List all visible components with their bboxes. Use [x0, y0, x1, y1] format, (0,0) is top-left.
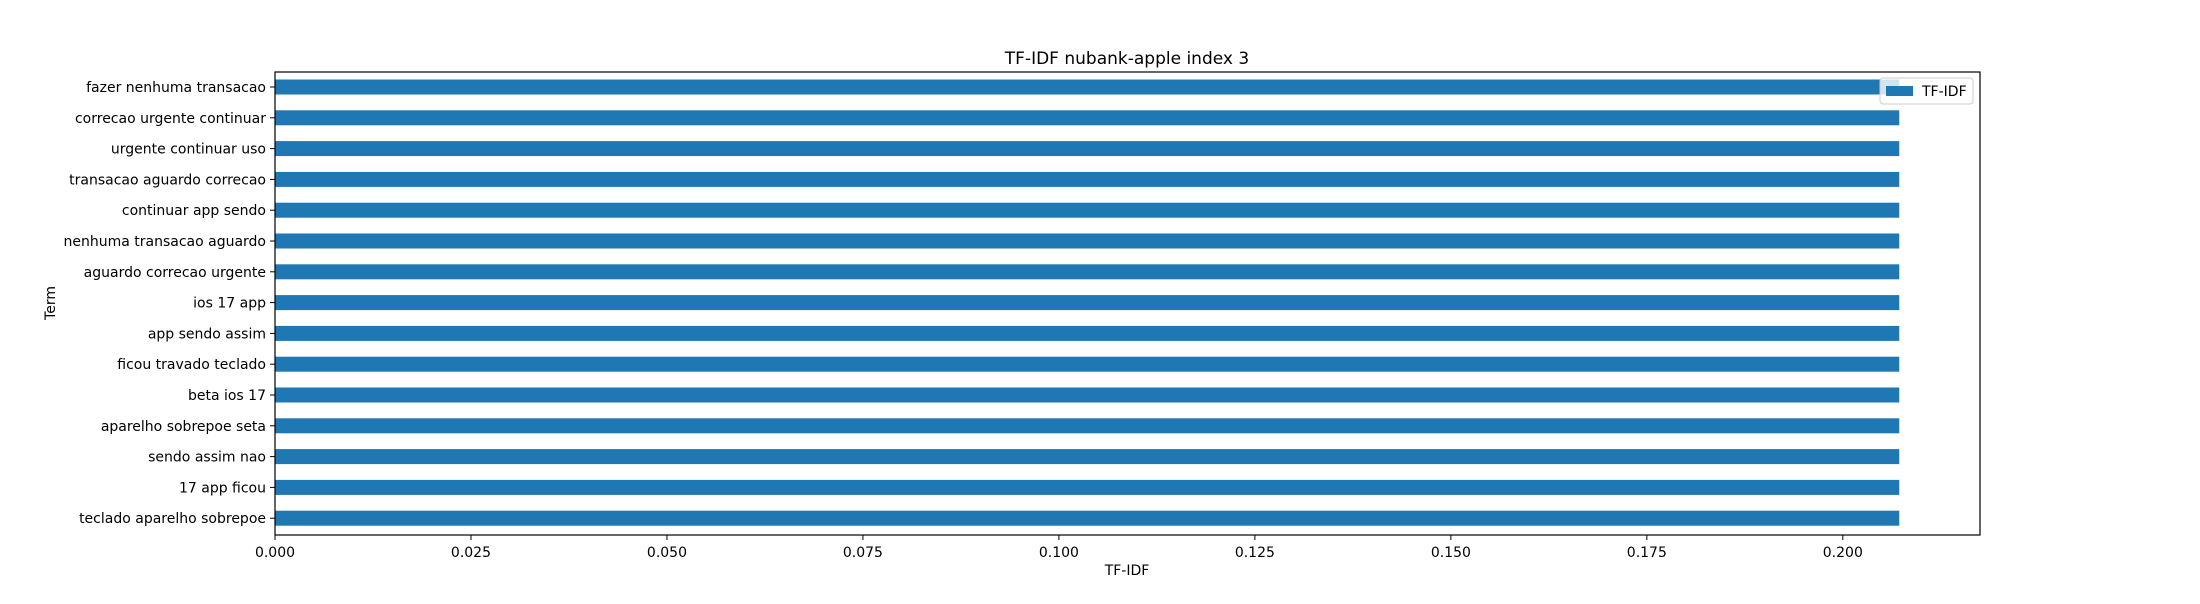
y-tick-label: ios 17 app: [193, 296, 266, 312]
bar: [275, 79, 1900, 95]
x-tick-label: 0.050: [647, 545, 687, 561]
y-tick-label: correcao urgente continuar: [75, 111, 266, 127]
legend-label: TF-IDF: [1921, 84, 1967, 100]
x-tick-label: 0.100: [1039, 545, 1079, 561]
y-tick-label: beta ios 17: [188, 388, 266, 404]
bar: [275, 356, 1900, 372]
x-axis-label: TF-IDF: [1104, 563, 1150, 579]
y-tick-label: aparelho sobrepoe seta: [101, 419, 266, 435]
bar: [275, 418, 1900, 434]
x-tick-label: 0.175: [1627, 545, 1667, 561]
y-tick-label: fazer nenhuma transacao: [86, 80, 266, 96]
y-tick-label: 17 app ficou: [179, 480, 266, 496]
bar: [275, 264, 1900, 280]
x-tick-label: 0.150: [1431, 545, 1471, 561]
x-tick-label: 0.000: [255, 545, 295, 561]
y-axis-label: Term: [43, 286, 59, 321]
plot-frame: [274, 71, 1981, 536]
bar: [275, 202, 1900, 218]
bar: [275, 387, 1900, 403]
y-tick-group: fazer nenhuma transacao correcao urgente …: [63, 80, 275, 527]
bar: [275, 479, 1900, 495]
x-tick-label: 0.200: [1823, 545, 1863, 561]
legend-box: [1879, 77, 1974, 105]
legend: TF-IDF: [1879, 77, 1974, 105]
x-tick-label: 0.075: [843, 545, 883, 561]
chart-title: TF-IDF nubank-apple index 3: [1004, 49, 1249, 69]
bar: [275, 171, 1900, 187]
x-tick-group: 0.000 0.025 0.050 0.075 0.100 0.125 0.150 0.175…: [255, 535, 1863, 561]
legend-swatch: [1886, 86, 1913, 96]
bar: [275, 233, 1900, 249]
y-tick-label: ficou travado teclado: [117, 357, 266, 373]
y-tick-label: sendo assim nao: [148, 450, 266, 466]
x-tick-label: 0.025: [451, 545, 491, 561]
y-tick-label: app sendo assim: [148, 326, 266, 342]
y-tick-label: aguardo correcao urgente: [84, 265, 266, 281]
y-tick-label: transacao aguardo correcao: [69, 172, 266, 188]
bar: [275, 295, 1900, 311]
bars-group: [275, 79, 1900, 526]
y-tick-label: continuar app sendo: [122, 203, 266, 219]
x-tick-label: 0.125: [1235, 545, 1275, 561]
bar: [275, 510, 1900, 526]
bar: [275, 449, 1900, 465]
bar: [275, 141, 1900, 157]
y-tick-label: teclado aparelho sobrepoe: [79, 511, 266, 527]
bar: [275, 110, 1900, 126]
y-tick-label: urgente continuar uso: [111, 142, 266, 158]
y-tick-label: nenhuma transacao aguardo: [63, 234, 266, 250]
bar: [275, 325, 1900, 341]
